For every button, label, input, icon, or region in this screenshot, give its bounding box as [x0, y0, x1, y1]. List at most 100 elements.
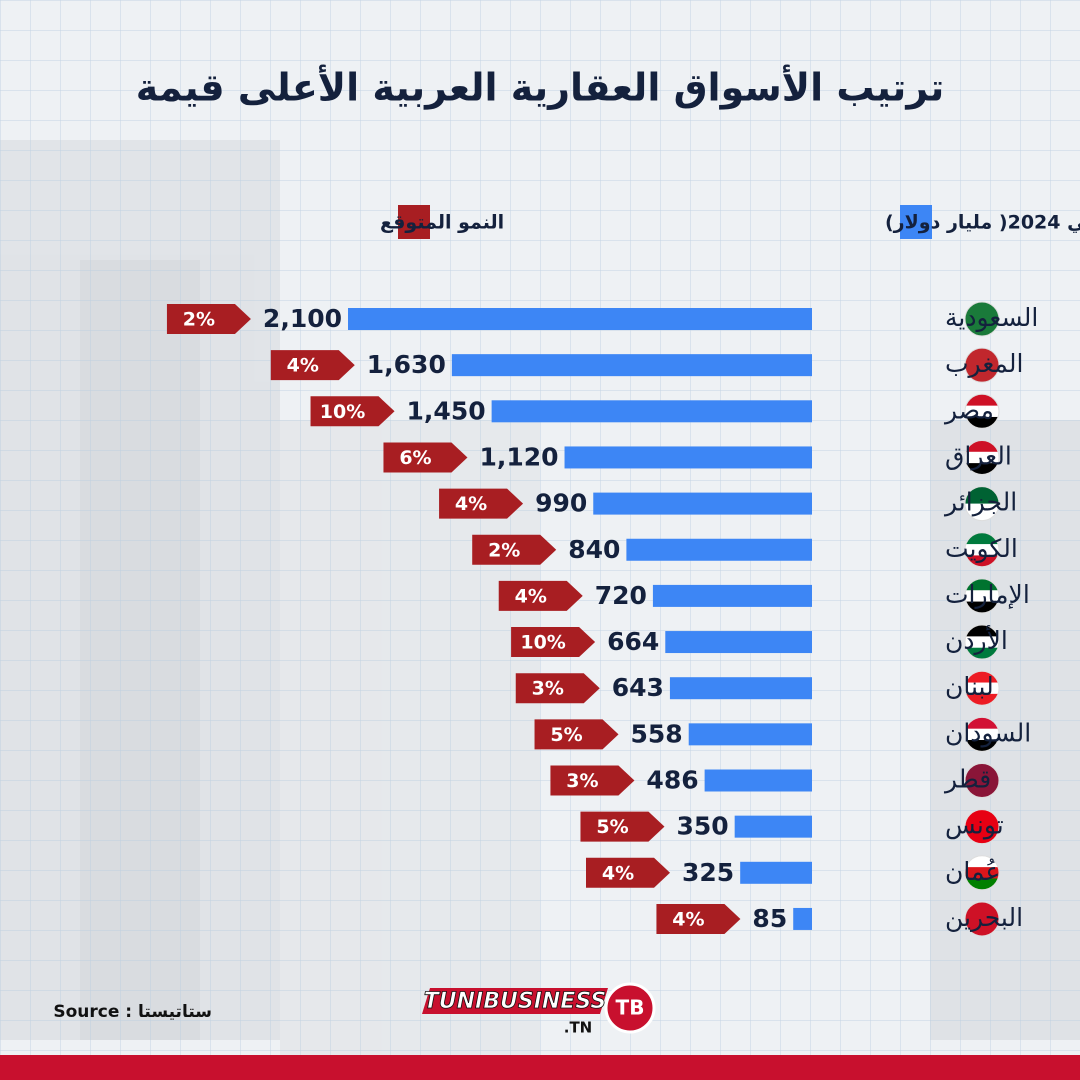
value-label: 643: [612, 673, 664, 702]
footer-band: [0, 1055, 1080, 1080]
flag-border: [964, 809, 1000, 845]
value-label: 1,630: [367, 350, 446, 379]
flag-stripe: [965, 867, 999, 879]
flag: [965, 625, 999, 660]
flag-stripe: [965, 503, 999, 521]
growth-label: 4%: [515, 585, 547, 607]
flag-stripe: [965, 682, 999, 695]
flag-stripe: [965, 405, 999, 418]
category-label: قطر: [943, 765, 991, 794]
category-label: تونس: [945, 811, 1004, 840]
logo-domain: .TN: [564, 1019, 592, 1037]
bar: [652, 584, 812, 607]
growth-tag: [472, 534, 557, 565]
growth-label: 3%: [532, 678, 564, 700]
logo-name: TUNIBUSINESS: [424, 989, 606, 1014]
bar: [734, 815, 812, 838]
growth-tag: [383, 442, 468, 473]
flag: [965, 486, 999, 521]
flag: [965, 302, 999, 336]
category-label: المغرب: [945, 349, 1023, 378]
flag-stripe: [965, 901, 999, 920]
flag-border: [964, 670, 1000, 706]
flag-border: [964, 301, 1000, 337]
flag-stripe: [965, 544, 999, 556]
bar: [793, 907, 812, 930]
flag-stripe: [965, 636, 999, 649]
category-label: الأردن: [945, 624, 1008, 655]
flag-border: [964, 486, 1000, 522]
flag-border: [964, 393, 1000, 429]
bar: [564, 446, 812, 469]
flag-stripe: [965, 855, 999, 868]
flag-stripe: [965, 532, 999, 545]
growth-label: 10%: [320, 401, 365, 423]
flag: [965, 440, 999, 475]
bar: [665, 631, 812, 654]
category-label: مصر: [943, 395, 994, 424]
growth-tag: [310, 396, 395, 427]
flag-stripe: [965, 601, 999, 613]
flag-border: [964, 901, 1000, 937]
growth-label: 4%: [455, 493, 487, 515]
growth-label: 4%: [287, 355, 319, 377]
legend-swatch: [398, 205, 430, 239]
flag-stripe: [965, 416, 999, 429]
logo-badge-text: TB: [616, 996, 645, 1020]
bar: [348, 308, 812, 330]
flag-border: [964, 624, 1000, 660]
growth-label: 2%: [183, 309, 215, 331]
value-label: 664: [607, 627, 659, 656]
flag-stripe: [965, 671, 999, 684]
value-label: 325: [682, 858, 734, 887]
growth-tag: [511, 627, 596, 658]
bar: [704, 769, 812, 792]
growth-tag: [586, 857, 671, 888]
flag-stripe: [965, 440, 999, 453]
value-label: 486: [646, 766, 698, 795]
flag: [965, 763, 999, 798]
growth-label: 6%: [399, 447, 431, 469]
growth-tag: [270, 350, 355, 381]
source-note: Source : ستاتيستا: [53, 1002, 212, 1022]
legend-label: القيمة المتوقعة في 2024( مليار دولار): [885, 212, 1080, 234]
flag: [965, 578, 999, 613]
flag: [965, 348, 999, 383]
flag-stripe: [965, 394, 999, 407]
flag-stripe: [965, 717, 999, 730]
value-label: 1,450: [407, 396, 486, 425]
logo-band: [422, 988, 608, 1014]
flag: [965, 901, 999, 936]
category-label: السعودية: [945, 303, 1038, 332]
category-label: العراق: [945, 441, 1012, 470]
category-label: عُمان: [945, 857, 1000, 886]
growth-tag: [550, 765, 635, 796]
value-label: 2,100: [263, 304, 342, 333]
value-label: 840: [568, 535, 620, 564]
growth-label: 4%: [672, 908, 704, 930]
flag-stripe: [965, 451, 999, 464]
value-label: 350: [676, 812, 728, 841]
flag-stripe: [965, 693, 999, 706]
category-label: الإمارات: [945, 580, 1030, 609]
logo: TUNIBUSINESS .TN TB: [422, 982, 656, 1037]
flag-stripe: [965, 780, 999, 798]
flag-border: [964, 439, 1000, 475]
value-label: 558: [631, 719, 683, 748]
growth-label: 3%: [566, 770, 598, 792]
flag: [965, 855, 999, 890]
bar: [593, 492, 812, 515]
bar: [669, 677, 812, 700]
flag-stripe: [965, 647, 999, 660]
category-label: الجزائر: [943, 488, 1017, 517]
flag-stripe: [965, 763, 999, 781]
growth-tag: [166, 304, 251, 334]
category-label: الكويت: [945, 534, 1018, 563]
logo-badge: [604, 982, 656, 1034]
bar: [740, 861, 812, 884]
chart-title: ترتيب الأسواق العقارية العربية الأعلى قي…: [136, 64, 944, 110]
category-label: السودان: [945, 718, 1031, 747]
flag-border: [964, 532, 1000, 568]
flag-stripe: [965, 728, 999, 741]
